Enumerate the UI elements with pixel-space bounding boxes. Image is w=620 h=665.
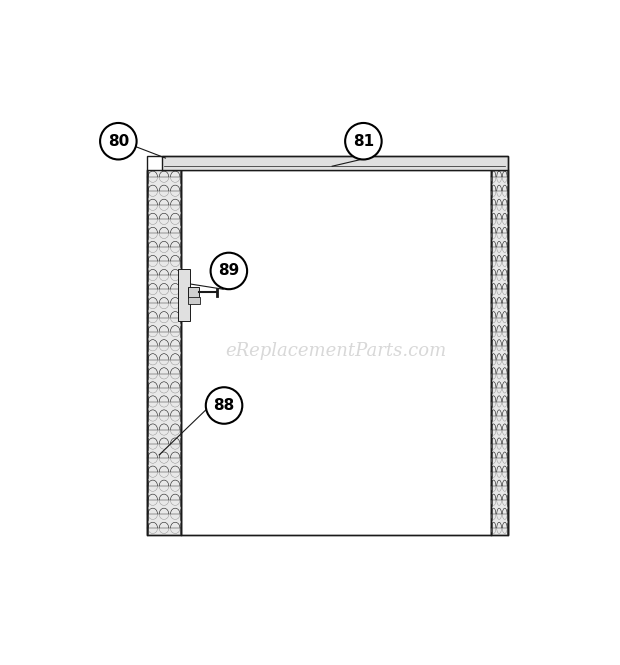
Bar xyxy=(181,170,491,535)
Circle shape xyxy=(345,123,382,160)
Text: 81: 81 xyxy=(353,134,374,149)
Circle shape xyxy=(206,387,242,424)
Bar xyxy=(147,156,508,535)
Text: 89: 89 xyxy=(218,263,239,279)
Circle shape xyxy=(211,253,247,289)
Circle shape xyxy=(100,123,136,160)
Text: 80: 80 xyxy=(108,134,129,149)
Bar xyxy=(162,156,508,170)
Bar xyxy=(188,297,200,304)
Text: 88: 88 xyxy=(213,398,235,413)
Text: eReplacementParts.com: eReplacementParts.com xyxy=(225,342,446,360)
Bar xyxy=(147,170,181,535)
Bar xyxy=(179,269,190,321)
Bar xyxy=(491,170,508,535)
Bar xyxy=(188,287,198,298)
